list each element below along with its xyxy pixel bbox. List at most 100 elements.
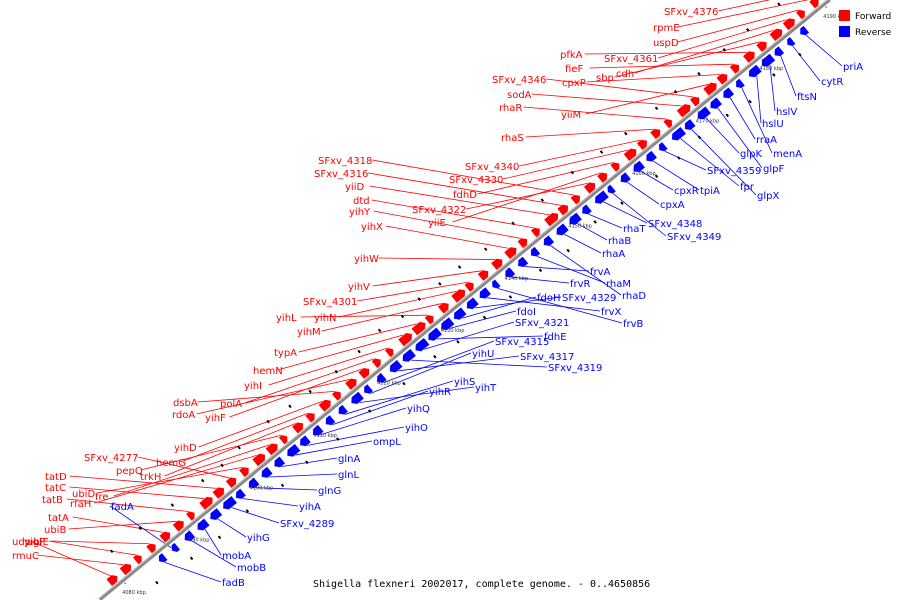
reverse-gene [235, 488, 247, 500]
forward-gene-label: SFxv_4340 [465, 162, 519, 173]
small-gene [508, 295, 513, 299]
forward-leader-line [634, 29, 775, 74]
reverse-gene-label: SFxv_4321 [515, 318, 569, 329]
forward-gene-label: yihY [349, 207, 371, 218]
forward-gene-label: SFxv_4318 [318, 156, 372, 167]
forward-leader-line [372, 270, 482, 287]
forward-gene-label: SFxv_4322 [412, 205, 466, 216]
forward-leader-line [357, 281, 468, 302]
forward-gene-label: rfaH [70, 499, 91, 510]
small-gene [673, 89, 678, 94]
reverse-gene-label: rhaA [602, 249, 625, 260]
forward-leader-line [369, 185, 550, 216]
forward-gene [503, 246, 517, 260]
forward-gene-label: yihD [174, 443, 197, 454]
forward-leader-line [198, 400, 324, 448]
reverse-gene-label: fdoI [517, 307, 536, 318]
reverse-gene [248, 477, 260, 489]
reverse-gene-label: SFxv_4289 [280, 519, 334, 530]
tick-label: 4130 kbp [441, 328, 465, 334]
tick-label: 4080 kbp [122, 590, 146, 596]
reverse-gene [350, 391, 365, 405]
legend-reverse-swatch [839, 26, 850, 37]
reverse-gene-label: fadA [111, 502, 134, 513]
forward-gene [291, 422, 304, 434]
forward-gene [649, 128, 661, 140]
reverse-leader-line [204, 529, 222, 556]
reverse-gene [774, 45, 785, 57]
forward-gene-label: pepQ [116, 466, 143, 477]
forward-gene [132, 554, 143, 565]
reverse-gene [594, 189, 610, 205]
reverse-leader-line [588, 213, 623, 229]
forward-gene-label: fdhD [453, 190, 477, 201]
forward-gene [716, 73, 728, 86]
genome-axis [98, 0, 831, 600]
reverse-gene-label: frvB [623, 319, 644, 330]
tick-mark [506, 268, 509, 270]
reverse-gene-label: rhaM [606, 279, 631, 290]
small-gene [511, 221, 515, 226]
tick-label: 4150 kbp [568, 223, 592, 229]
reverse-gene-label: hslV [776, 107, 797, 118]
legend-forward-label: Forward [855, 12, 891, 22]
reverse-leader-line [369, 352, 472, 394]
reverse-gene [491, 278, 501, 289]
forward-gene-label: rhaR [499, 103, 522, 114]
kbp-ticks: 4080 kbp 4090 kbp 4100 kbp 4110 kbp 4120 kbp… [122, 6, 847, 596]
small-gene [308, 389, 312, 394]
reverse-gene-label: frvX [601, 307, 622, 318]
reverse-leader-line [191, 540, 237, 568]
forward-leader-line [477, 162, 614, 195]
reverse-leader-line [344, 380, 454, 415]
reverse-gene [402, 348, 417, 363]
reverse-leader-line [691, 129, 757, 196]
forward-gene-label: yihF [205, 413, 226, 424]
tick-mark [634, 163, 636, 165]
forward-gene [411, 321, 426, 336]
reverse-gene [376, 372, 388, 384]
forward-gene-label: yiiE [428, 218, 446, 229]
legend: Forward Reverse [839, 10, 892, 38]
forward-leader-line [466, 182, 589, 210]
reverse-leader-line [242, 498, 299, 507]
small-gene [217, 535, 222, 540]
reverse-gene-label: menA [773, 149, 802, 160]
tick-mark [442, 320, 445, 323]
forward-leader-line [96, 466, 243, 494]
reverse-gene-label: yihR [429, 387, 451, 398]
reverse-leader-line [217, 518, 247, 538]
tick-label: 4140 kbp [505, 276, 529, 282]
forward-gene [424, 314, 434, 325]
reverse-leader-line [306, 426, 405, 446]
forward-leader-line [48, 540, 136, 556]
reverse-leader-line [536, 256, 606, 284]
forward-gene-label: tatA [48, 513, 69, 524]
reverse-gene [427, 327, 443, 342]
reverse-gene [209, 507, 223, 521]
reverse-gene [504, 266, 516, 278]
reverse-gene-label: yihO [405, 423, 428, 434]
forward-leader-line [138, 456, 230, 479]
small-gene [189, 556, 194, 561]
forward-gene-label: tatC [45, 483, 66, 494]
reverse-leader-line [359, 386, 475, 404]
forward-leader-line [373, 210, 522, 239]
reverse-leader-line [741, 87, 773, 154]
small-gene [377, 328, 382, 333]
small-gene [237, 445, 241, 450]
gene-track [106, 0, 820, 587]
forward-gene-label: dtd [353, 196, 370, 207]
tick-mark [570, 215, 573, 218]
reverse-gene-label: yihG [247, 533, 270, 544]
small-gene [484, 247, 488, 252]
reverse-leader-line [511, 276, 570, 284]
reverse-gene [620, 171, 632, 184]
reverse-leader-line [474, 296, 562, 309]
legend-reverse-label: Reverse [855, 28, 892, 38]
forward-gene [371, 358, 382, 369]
forward-gene [755, 41, 768, 53]
reverse-leader-line [423, 321, 515, 350]
forward-gene-label: ubiB [44, 525, 66, 536]
forward-gene [609, 162, 620, 173]
